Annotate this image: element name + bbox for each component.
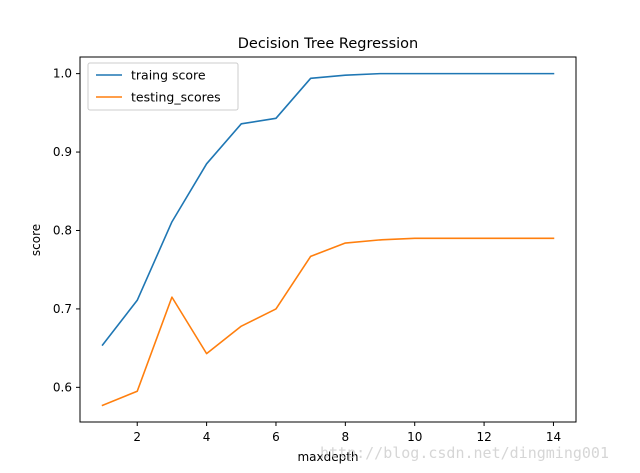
x-tick-label: 14	[546, 430, 561, 444]
legend-label-2: testing_scores	[131, 90, 221, 105]
plot-area	[79, 56, 577, 423]
x-tick-label: 6	[272, 430, 280, 444]
series-line-2	[101, 237, 555, 407]
watermark-text: http://blog.csdn.net/dingming001	[320, 444, 609, 462]
y-tick-label: 1.0	[53, 67, 72, 81]
y-axis: 0.6 0.7 0.8 0.9 1.0	[53, 67, 80, 394]
series-line-1	[101, 72, 555, 347]
x-tick-label: 8	[342, 430, 350, 444]
plot-border	[79, 56, 577, 423]
x-tick-label: 12	[476, 430, 491, 444]
x-axis-label: maxdepth	[297, 450, 358, 464]
legend-label-1: traing score	[131, 68, 206, 83]
legend: traing score testing_scores	[87, 62, 239, 111]
y-tick-label: 0.9	[53, 145, 72, 159]
x-tick-label: 2	[133, 430, 141, 444]
chart-title: Decision Tree Regression	[238, 36, 418, 52]
y-axis-label: score	[29, 224, 43, 256]
y-tick-label: 0.6	[53, 380, 72, 394]
x-axis: 2 4 6 8 10 12 14	[133, 422, 561, 444]
y-tick-label: 0.7	[53, 302, 72, 316]
x-tick-label: 4	[203, 430, 211, 444]
series-layer	[101, 72, 555, 407]
y-tick-label: 0.8	[53, 223, 72, 237]
legend-box	[87, 62, 239, 111]
x-tick-label: 10	[407, 430, 422, 444]
